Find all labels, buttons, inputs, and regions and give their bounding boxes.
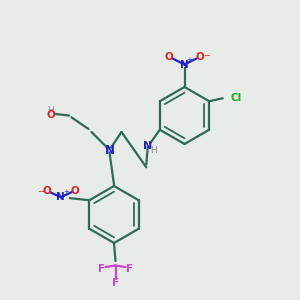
Text: O: O: [42, 186, 51, 196]
Text: Cl: Cl: [230, 93, 242, 103]
Text: F: F: [98, 263, 105, 274]
Text: N: N: [143, 141, 152, 151]
Text: O: O: [71, 186, 80, 196]
Text: O: O: [196, 52, 205, 62]
Text: +: +: [187, 57, 193, 63]
Text: N: N: [56, 192, 65, 202]
Text: F: F: [126, 263, 134, 274]
Text: N: N: [180, 59, 189, 70]
Text: F: F: [112, 278, 119, 289]
Text: +: +: [63, 190, 69, 196]
Text: −: −: [203, 51, 210, 60]
Text: −: −: [38, 187, 44, 196]
Text: O: O: [46, 110, 56, 120]
Text: H: H: [150, 146, 157, 155]
Text: O: O: [164, 52, 173, 62]
Text: H: H: [48, 106, 54, 115]
Text: N: N: [104, 143, 115, 157]
